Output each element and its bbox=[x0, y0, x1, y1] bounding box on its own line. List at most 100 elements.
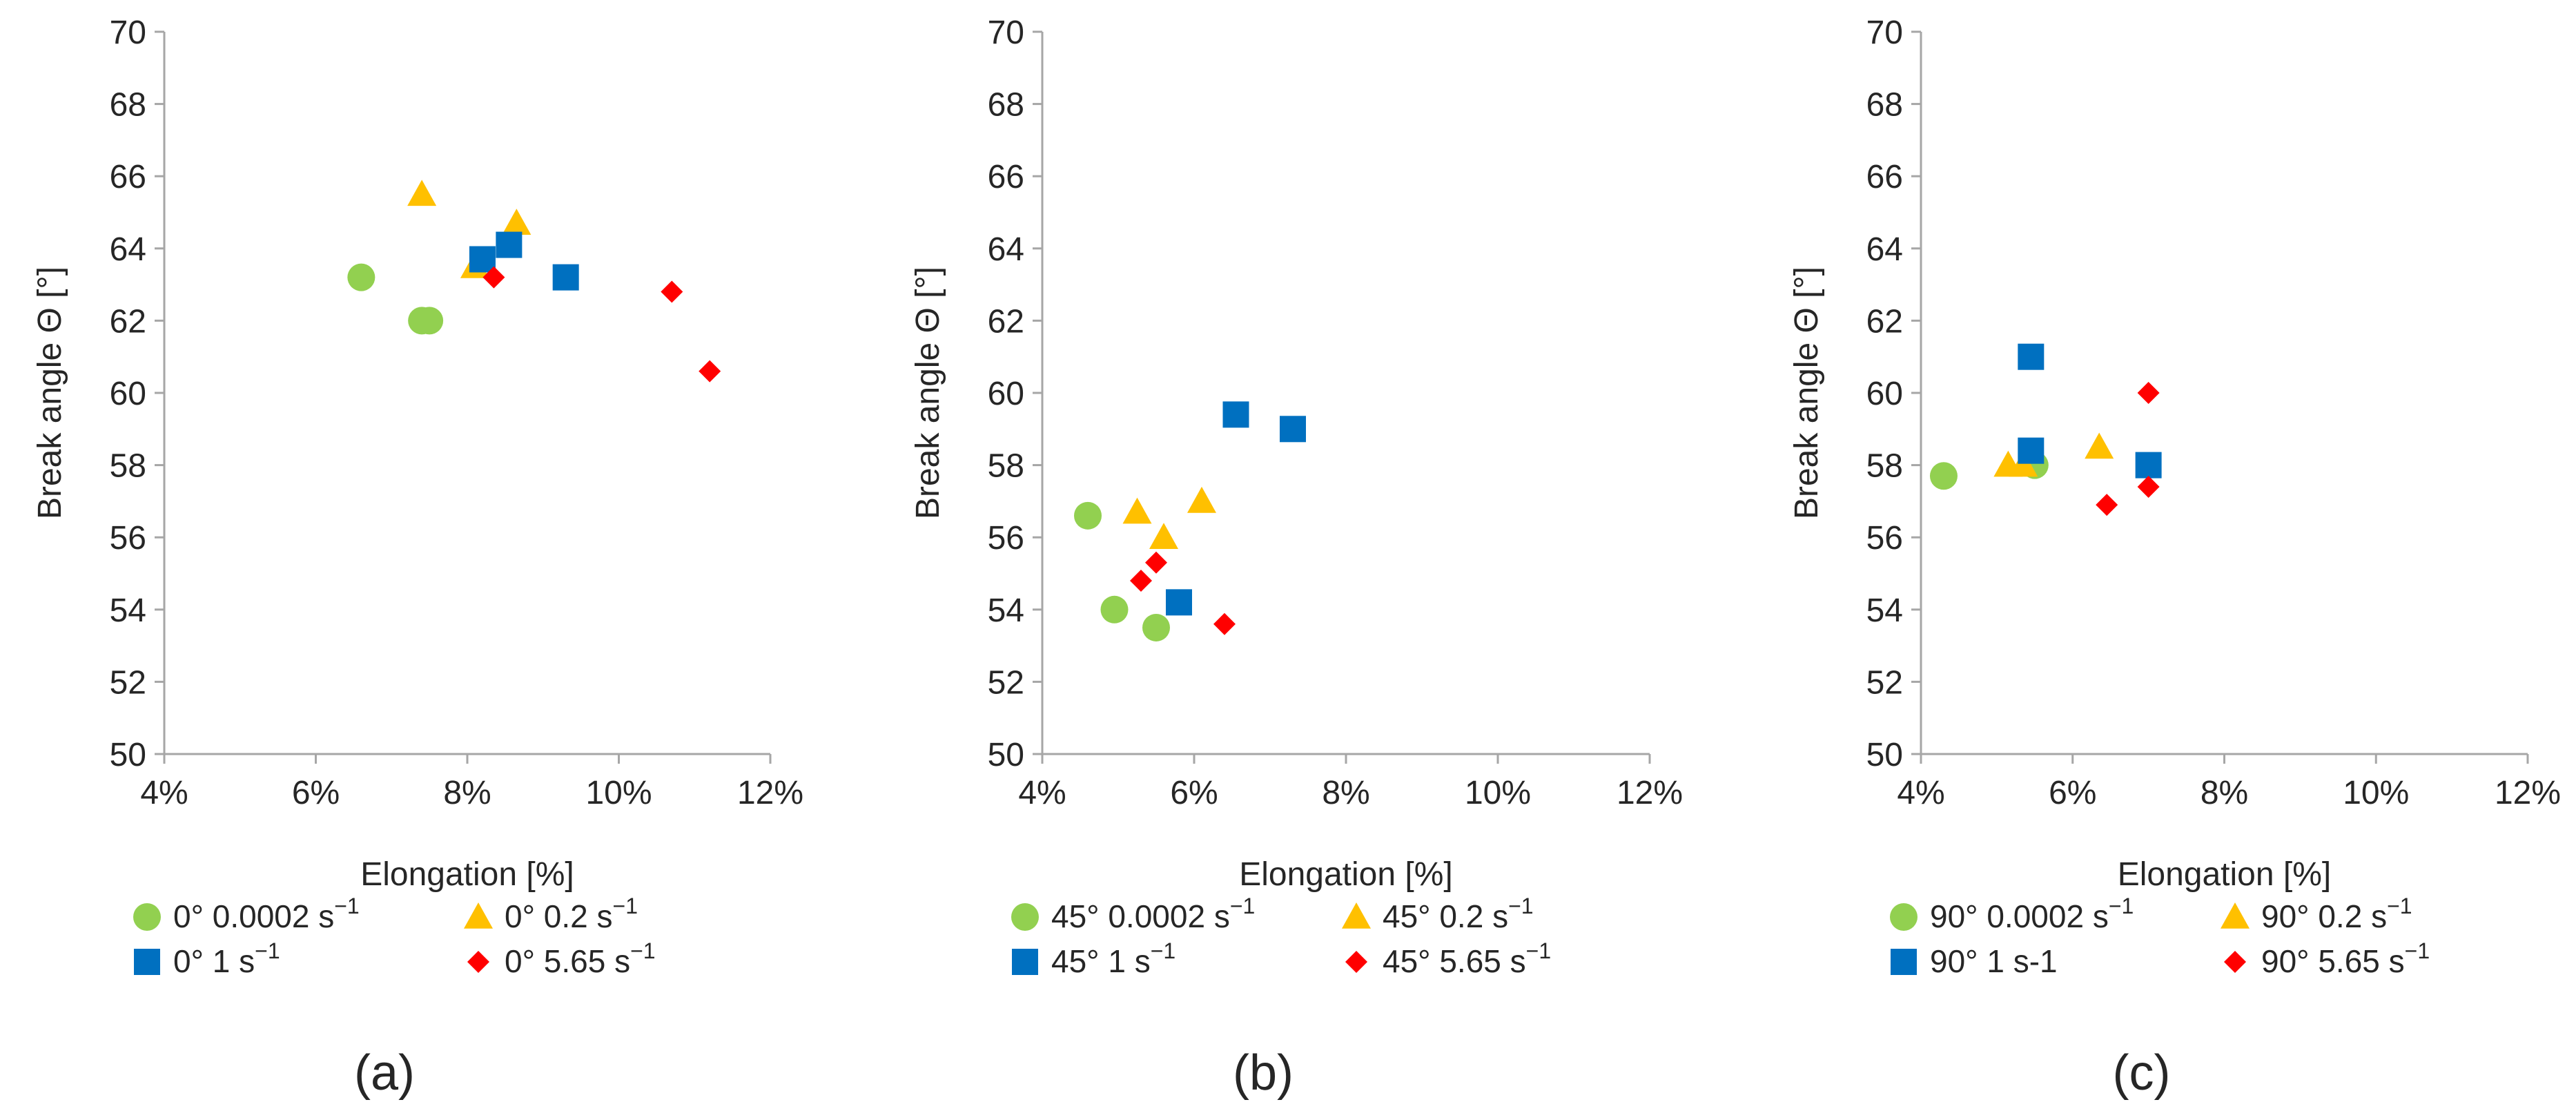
series-triangle bbox=[1122, 486, 1216, 549]
legend-entry: 45° 0.0002 s−1 bbox=[1011, 894, 1255, 934]
x-axis-title: Elongation [%] bbox=[360, 856, 574, 893]
legend-marker-square bbox=[1012, 949, 1038, 975]
y-axis-title: Break angle Θ [°] bbox=[32, 267, 68, 519]
legend-marker-diamond bbox=[467, 951, 489, 973]
data-point-square bbox=[496, 231, 523, 258]
y-tick-label: 58 bbox=[110, 448, 146, 485]
series-square bbox=[1166, 401, 1306, 616]
data-point-diamond bbox=[1130, 569, 1152, 592]
legend-entry: 45° 0.2 s−1 bbox=[1342, 894, 1534, 934]
y-tick-label: 56 bbox=[1866, 520, 1903, 557]
y-tick-label: 66 bbox=[988, 159, 1024, 195]
legend-label: 0° 0.0002 s−1 bbox=[173, 894, 360, 934]
x-tick-label: 8% bbox=[1322, 775, 1369, 811]
y-tick-label: 70 bbox=[1866, 15, 1903, 51]
legend-exponent: −1 bbox=[1230, 894, 1255, 918]
y-tick-label: 54 bbox=[1866, 592, 1903, 629]
legend-exponent: −1 bbox=[334, 894, 359, 918]
legend-entry: 90° 5.65 s−1 bbox=[2224, 938, 2430, 979]
y-tick-label: 60 bbox=[110, 376, 146, 412]
legend-exponent: −1 bbox=[2405, 938, 2430, 963]
y-tick-label: 60 bbox=[988, 376, 1024, 412]
x-tick-label: 12% bbox=[2495, 775, 2561, 811]
legend-label: 0° 5.65 s−1 bbox=[505, 938, 656, 979]
data-point-square bbox=[2018, 343, 2045, 370]
legend-label: 90° 1 s-1 bbox=[1930, 943, 2058, 979]
data-point-triangle bbox=[1149, 523, 1178, 549]
legend-label: 90° 5.65 s−1 bbox=[2261, 938, 2430, 979]
legend-label: 45° 0.2 s−1 bbox=[1383, 894, 1534, 934]
x-axis-title: Elongation [%] bbox=[2118, 856, 2332, 893]
series-diamond bbox=[1130, 551, 1236, 635]
y-tick-label: 50 bbox=[110, 737, 146, 773]
y-tick-label: 66 bbox=[110, 159, 146, 195]
series-diamond bbox=[2096, 382, 2160, 516]
data-point-circle bbox=[416, 307, 444, 335]
x-tick-label: 8% bbox=[2201, 775, 2248, 811]
legend-marker-square bbox=[1891, 949, 1917, 975]
legend-entry: 90° 0.2 s−1 bbox=[2221, 894, 2412, 934]
legend-exponent: −1 bbox=[1526, 938, 1551, 963]
x-tick-label: 6% bbox=[292, 775, 340, 811]
y-tick-label: 60 bbox=[1866, 376, 1903, 412]
y-tick-label: 68 bbox=[988, 87, 1024, 124]
legend-entry: 0° 0.0002 s−1 bbox=[133, 894, 360, 934]
data-point-diamond bbox=[661, 280, 683, 303]
data-point-square bbox=[1222, 401, 1249, 428]
legend-marker-circle bbox=[133, 903, 161, 931]
data-point-diamond bbox=[2137, 382, 2160, 404]
series-square bbox=[2018, 343, 2162, 479]
data-point-triangle bbox=[1122, 497, 1152, 524]
y-tick-label: 64 bbox=[1866, 231, 1903, 268]
legend-marker-circle bbox=[1890, 903, 1918, 931]
data-point-circle bbox=[1142, 613, 1170, 641]
y-axis-title: Break angle Θ [°] bbox=[1788, 267, 1825, 519]
data-point-diamond bbox=[2096, 494, 2118, 516]
panel-label: (b) bbox=[1233, 1045, 1294, 1101]
y-axis-title: Break angle Θ [°] bbox=[910, 267, 946, 519]
data-point-circle bbox=[1100, 595, 1129, 624]
y-tick-label: 62 bbox=[1866, 303, 1903, 340]
y-tick-label: 58 bbox=[1866, 448, 1903, 485]
series-circle bbox=[347, 263, 444, 335]
y-tick-label: 58 bbox=[988, 448, 1024, 485]
legend-exponent: −1 bbox=[2387, 894, 2412, 918]
series-triangle bbox=[1993, 432, 2114, 477]
data-point-square bbox=[1280, 416, 1306, 443]
data-point-triangle bbox=[1187, 486, 1216, 513]
data-point-square bbox=[552, 264, 579, 291]
data-point-diamond bbox=[2137, 475, 2160, 498]
y-tick-label: 54 bbox=[988, 592, 1024, 629]
y-tick-label: 70 bbox=[988, 15, 1024, 51]
legend-label: 0° 0.2 s−1 bbox=[505, 894, 638, 934]
legend-entry: 90° 0.0002 s−1 bbox=[1890, 894, 2134, 934]
data-point-circle bbox=[1074, 501, 1102, 530]
legend-marker-diamond bbox=[1345, 951, 1367, 973]
data-point-triangle bbox=[2085, 432, 2114, 459]
data-point-square bbox=[469, 246, 496, 273]
y-tick-label: 68 bbox=[1866, 87, 1903, 124]
x-tick-label: 4% bbox=[1018, 775, 1066, 811]
chart-panel-1: 50 52 54 56 58 60 62 64 66 68 70 4% 6% 8% 10% 12% Elonga… bbox=[32, 15, 803, 1101]
data-point-circle bbox=[1929, 462, 1958, 490]
data-point-diamond bbox=[1213, 612, 1236, 635]
legend-label: 0° 1 s−1 bbox=[173, 938, 280, 979]
panel-label: (c) bbox=[2113, 1045, 2171, 1101]
legend-marker-circle bbox=[1011, 903, 1039, 931]
x-axis-title: Elongation [%] bbox=[1239, 856, 1453, 893]
y-tick-label: 56 bbox=[110, 520, 146, 557]
legend-marker-triangle bbox=[464, 902, 493, 929]
series-circle bbox=[1074, 501, 1170, 641]
data-point-circle bbox=[347, 263, 375, 291]
data-point-diamond bbox=[482, 266, 505, 289]
y-tick-label: 68 bbox=[110, 87, 146, 124]
series-diamond bbox=[482, 266, 721, 383]
legend-exponent: −1 bbox=[613, 894, 638, 918]
legend-entry: 0° 5.65 s−1 bbox=[467, 938, 656, 979]
x-tick-label: 4% bbox=[140, 775, 188, 811]
legend-label: 45° 5.65 s−1 bbox=[1383, 938, 1551, 979]
legend-entry: 0° 0.2 s−1 bbox=[464, 894, 638, 934]
legend-exponent: −1 bbox=[1508, 894, 1533, 918]
legend-label: 90° 0.2 s−1 bbox=[2261, 894, 2412, 934]
